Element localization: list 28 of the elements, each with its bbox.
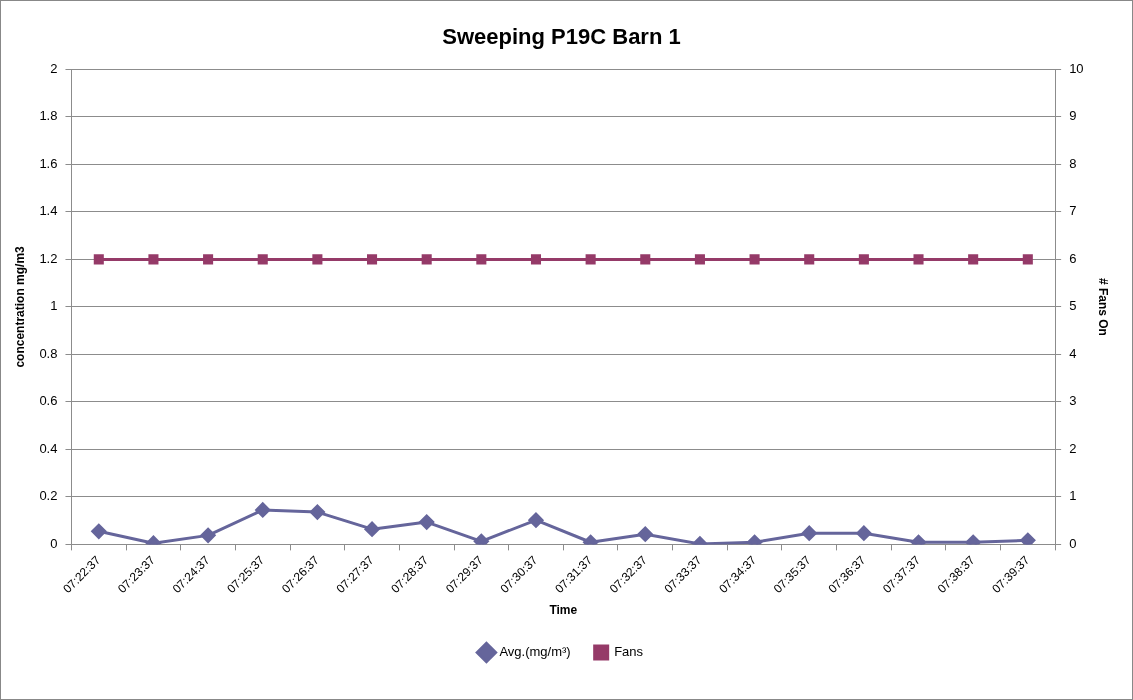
- y-tick-label: 0: [50, 535, 58, 551]
- y-tick-label: 2: [50, 60, 58, 76]
- y-tick-label: 0.8: [39, 345, 58, 361]
- y-tick-label: 1.2: [39, 250, 58, 266]
- y2-tick-label: 5: [1069, 298, 1077, 314]
- x-axis-title: Time: [549, 603, 578, 618]
- y2-tick-label: 1: [1069, 488, 1077, 504]
- y-axis-title: concentration mg/m3: [12, 245, 27, 368]
- y-tick-label: 1.6: [39, 155, 58, 171]
- y-tick-label: 0.4: [39, 440, 58, 456]
- y2-tick-label: 7: [1069, 203, 1077, 219]
- y2-tick-label: 9: [1069, 108, 1077, 124]
- y2-tick-label: 6: [1069, 250, 1077, 266]
- y2-axis-title: # Fans On: [1096, 277, 1111, 336]
- y-tick-label: 1.4: [39, 203, 58, 219]
- y2-tick-label: 3: [1069, 393, 1077, 409]
- y-tick-label: 1.8: [39, 108, 58, 124]
- legend-label: Fans: [614, 644, 644, 660]
- y2-tick-label: 2: [1069, 440, 1077, 456]
- legend-label: Avg.(mg/m³): [499, 644, 571, 660]
- y-tick-label: 0.6: [39, 393, 58, 409]
- y2-tick-label: 10: [1069, 60, 1084, 76]
- y2-tick-label: 4: [1069, 345, 1077, 361]
- chart-title: Sweeping P19C Barn 1: [442, 24, 681, 50]
- y-tick-label: 1: [50, 298, 58, 314]
- y2-tick-label: 8: [1069, 155, 1077, 171]
- y-tick-label: 0.2: [39, 488, 58, 504]
- y2-tick-label: 0: [1069, 535, 1077, 551]
